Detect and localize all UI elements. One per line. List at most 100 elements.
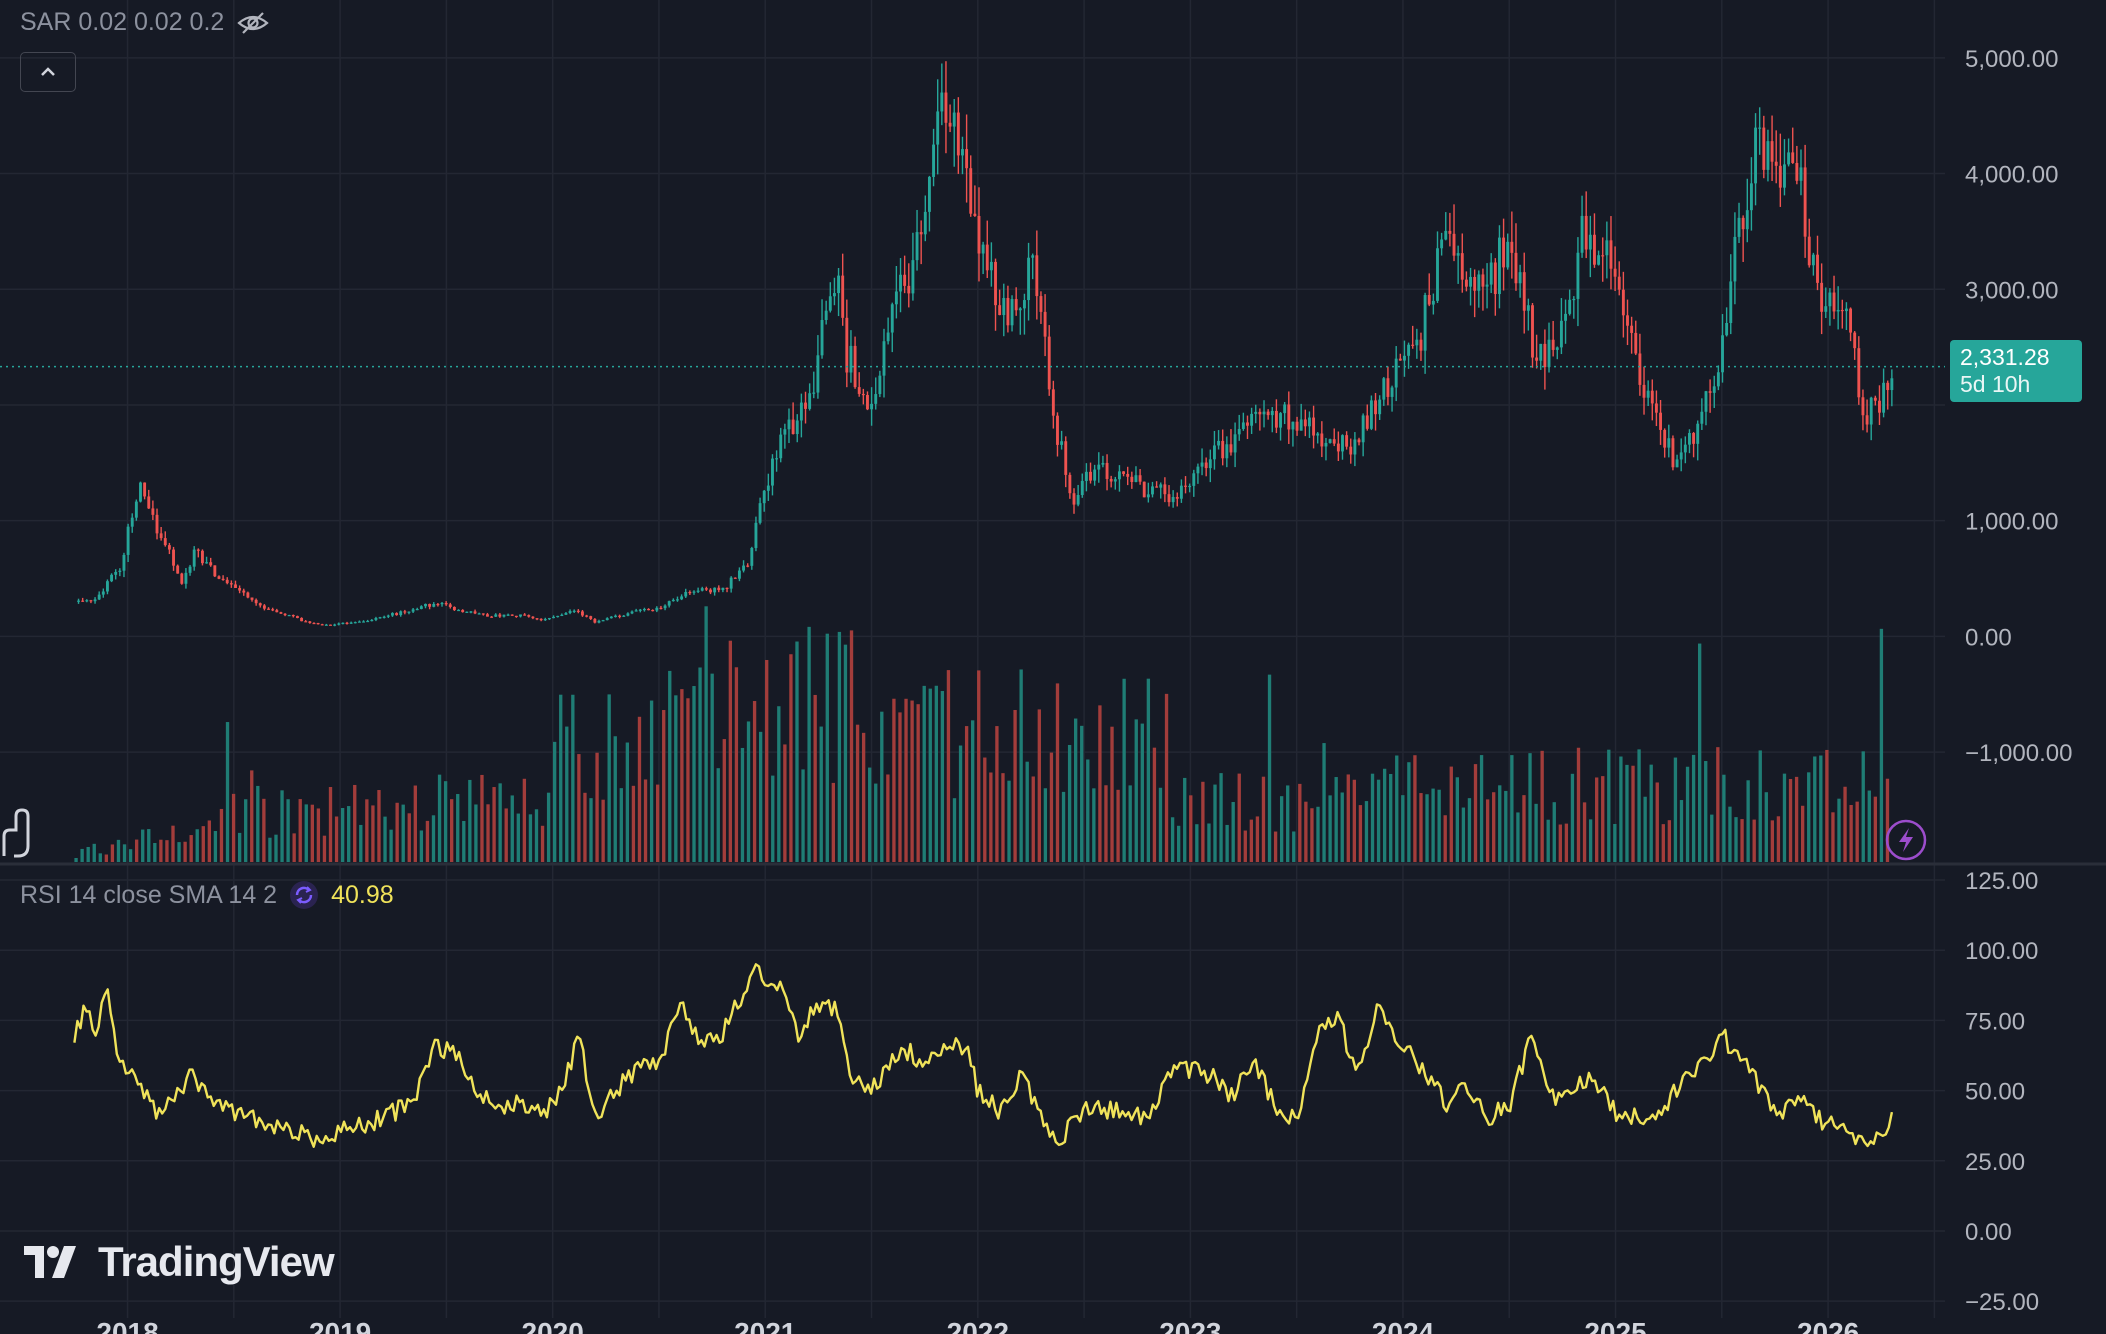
candle-body (1192, 473, 1196, 486)
candle-body (1221, 440, 1225, 459)
candle-body (1712, 386, 1716, 393)
volume-bar (98, 853, 102, 862)
rsi-indicator-legend[interactable]: RSI 14 close SMA 14 2 40.98 (20, 880, 394, 910)
lightning-button-icon[interactable] (1884, 818, 1928, 862)
volume-bar (855, 724, 860, 862)
candle-body (300, 617, 304, 622)
candle-body (832, 293, 836, 297)
volume-bar (1001, 773, 1005, 862)
candle-body (1671, 438, 1675, 468)
volume-bar (316, 808, 321, 862)
volume-bar (1431, 788, 1435, 862)
eye-crossed-icon[interactable] (236, 10, 270, 36)
volume-bar (1679, 800, 1684, 862)
sync-icon[interactable] (289, 880, 319, 910)
candle-body (1332, 439, 1336, 444)
candle-body (1861, 397, 1865, 416)
candle-body (1411, 344, 1415, 346)
volume-bar (1649, 764, 1653, 862)
candle-body (1634, 332, 1638, 354)
volume-bar (522, 778, 527, 862)
volume-bar (219, 808, 224, 862)
volume-bar (310, 804, 315, 862)
candle-body (973, 213, 977, 216)
volume-bar (213, 831, 218, 862)
candle-body (1547, 339, 1551, 368)
volume-bar (110, 844, 115, 862)
volume-bar (595, 752, 599, 862)
candle-body (81, 600, 85, 602)
candle-body (1795, 162, 1799, 181)
candle-body (167, 545, 171, 550)
candle-body (1258, 411, 1262, 415)
candle-body (791, 419, 795, 435)
volume-bar (334, 816, 339, 862)
volume-bar (104, 854, 109, 862)
candle-body (940, 92, 944, 112)
volume-bar (619, 788, 623, 862)
candle-body (1621, 289, 1625, 316)
candle-body (742, 565, 745, 571)
candle-body (320, 624, 324, 626)
sar-indicator-legend[interactable]: SAR 0.02 0.02 0.2 (20, 8, 270, 37)
candle-body (1659, 412, 1662, 430)
collapse-legend-button[interactable] (20, 52, 76, 92)
candle-body (1039, 296, 1043, 312)
candle-body (647, 608, 650, 611)
candle-body (1117, 471, 1121, 480)
candle-body (1510, 241, 1514, 253)
candle-body (324, 624, 328, 626)
candle-body (638, 609, 642, 611)
candle-body (1737, 217, 1741, 237)
candle-body (866, 394, 869, 410)
volume-bar (462, 820, 466, 862)
candle-body (771, 458, 774, 486)
volume-bar (1704, 761, 1708, 862)
candle-body (1427, 295, 1431, 305)
volume-bar (898, 712, 902, 862)
candle-body (651, 609, 655, 612)
candle-body (1179, 485, 1183, 499)
candle-body (147, 496, 151, 509)
volume-bar (1697, 643, 1702, 862)
candle-body (1233, 434, 1237, 453)
candle-body (1229, 444, 1233, 453)
candle-body (1667, 438, 1671, 448)
volume-bar (1843, 786, 1847, 862)
logo-text: TradingView (98, 1238, 335, 1285)
volume-bar (1625, 764, 1629, 862)
candle-body (1704, 391, 1708, 412)
candle-body (1274, 410, 1278, 428)
volume-bar (1019, 669, 1023, 862)
candle-body (461, 609, 465, 613)
volume-bar (674, 695, 678, 862)
volume-bar (359, 824, 363, 862)
candle-body (1531, 305, 1534, 358)
volume-bar (1873, 796, 1878, 862)
volume-bar (1152, 747, 1157, 862)
candle-body (122, 554, 126, 571)
time-axis-label: 2023 (1159, 1317, 1221, 1334)
candle-body (870, 403, 874, 410)
volume-bar (892, 698, 896, 862)
candle-body (919, 232, 923, 235)
candle-body (118, 570, 122, 572)
candle-body (316, 622, 320, 625)
candle-body (1035, 255, 1039, 297)
candle-body (221, 578, 225, 580)
volume-bar (849, 630, 854, 862)
candle-body (804, 402, 807, 409)
volume-bar (704, 606, 708, 862)
candle-body (746, 565, 750, 567)
volume-bar (1885, 778, 1890, 862)
tradingview-logo[interactable]: TradingView (24, 1238, 335, 1286)
candle-body (684, 591, 688, 597)
candle-body (283, 613, 287, 616)
candle-body (395, 613, 399, 616)
grid-lines (0, 0, 1945, 1318)
candle-body (1853, 332, 1857, 349)
candle-body (386, 615, 390, 617)
candle-body (841, 275, 845, 318)
candle-body (444, 602, 448, 605)
